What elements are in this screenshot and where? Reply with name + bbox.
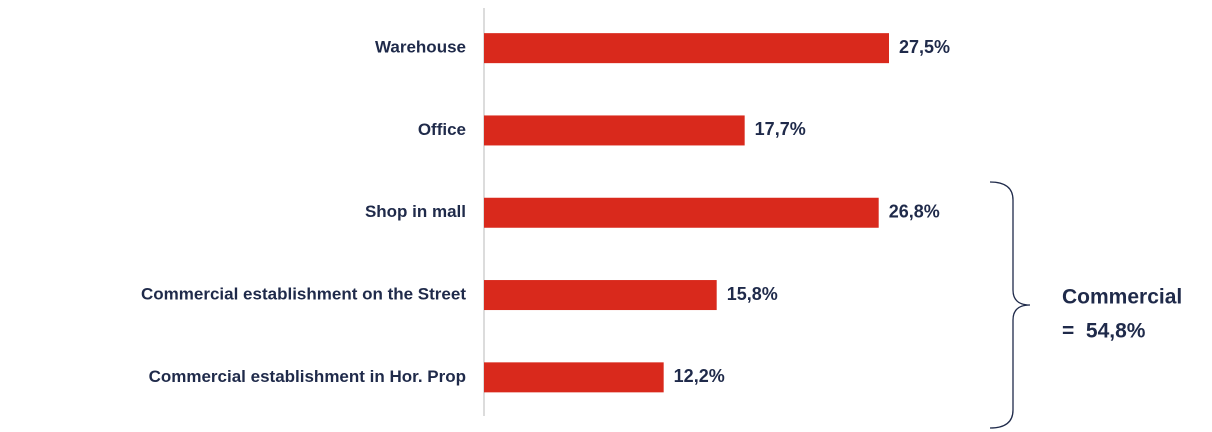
category-label: Office (418, 120, 466, 139)
bar (484, 33, 889, 64)
category-label: Commercial establishment in Hor. Prop (149, 367, 466, 386)
value-label: 15,8% (727, 284, 778, 304)
bracket (989, 181, 1031, 429)
category-label: Shop in mall (365, 202, 466, 221)
annotation: = 54,8% (1062, 320, 1146, 343)
value-label: 17,7% (755, 119, 806, 139)
value-label: 12,2% (674, 366, 725, 386)
value-label: 27,5% (899, 37, 950, 57)
bar (484, 115, 745, 146)
category-label: Commercial establishment on the Street (141, 285, 466, 304)
value-label: 26,8% (889, 202, 940, 222)
category-label: Warehouse (375, 38, 466, 57)
annotation: Commercial (1062, 286, 1182, 309)
bar (484, 197, 879, 228)
bar (484, 280, 717, 311)
bar (484, 362, 664, 393)
